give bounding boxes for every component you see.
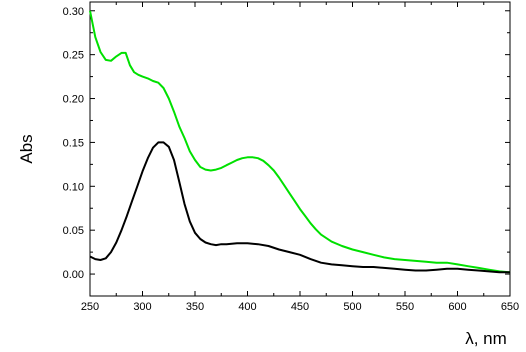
y-axis-title: Abs	[17, 134, 36, 163]
y-tick-label: 0.20	[63, 94, 84, 106]
y-tick-label: 0.10	[63, 181, 84, 193]
x-tick-label: 500	[343, 301, 361, 313]
y-tick-label: 0.15	[63, 137, 84, 149]
x-tick-label: 550	[396, 301, 414, 313]
y-tick-label: 0.30	[63, 6, 84, 18]
axis-ticks	[89, 2, 511, 297]
data-series	[89, 10, 511, 274]
y-tick-label: 0.05	[63, 225, 84, 237]
x-tick-label: 450	[291, 301, 309, 313]
x-tick-label: 300	[133, 301, 151, 313]
x-tick-label: 350	[186, 301, 204, 313]
x-tick-label: 400	[238, 301, 256, 313]
x-tick-label: 650	[501, 301, 519, 313]
series-line-green	[89, 10, 511, 274]
axis-tick-labels: 250 300 350 400 450 500 550 600 650 0.00 0.05 0.10 0…	[63, 6, 520, 313]
x-tick-label: 250	[81, 301, 99, 313]
series-line-black	[89, 141, 510, 274]
x-tick-label: 600	[448, 301, 466, 313]
y-tick-label: 0.25	[63, 50, 84, 62]
x-axis-title: λ, nm	[465, 329, 507, 348]
y-tick-label: 0.00	[63, 269, 84, 281]
